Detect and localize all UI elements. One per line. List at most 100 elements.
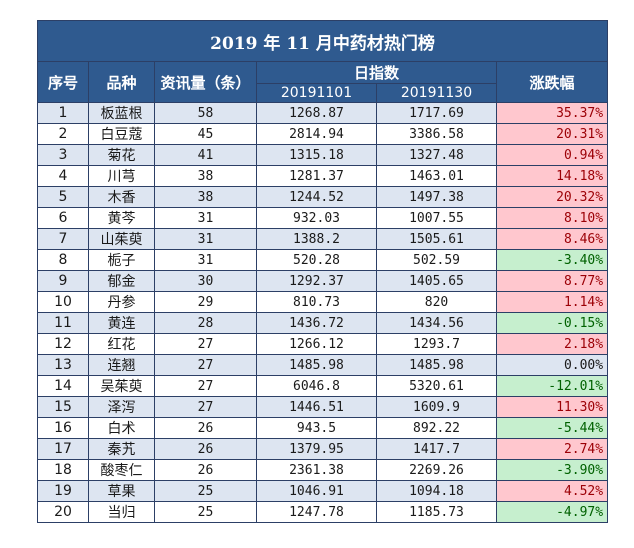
change-cell: 14.18% (495, 165, 609, 187)
index-20191101-cell: 520.28 (256, 249, 377, 271)
news-count-cell: 38 (154, 186, 257, 208)
news-count-cell: 28 (154, 312, 257, 334)
header-date2: 20191130 (376, 83, 497, 103)
table-row: 8 栀子 31 520.28 502.59 -3.40% (37, 249, 609, 271)
index-20191130-cell: 892.22 (376, 417, 497, 439)
news-count-cell: 41 (154, 144, 257, 166)
index-20191130-cell: 1463.01 (376, 165, 497, 187)
index-20191101-cell: 1046.91 (256, 480, 377, 502)
rank-cell: 17 (37, 438, 89, 460)
index-20191101-cell: 1281.37 (256, 165, 377, 187)
name-cell: 白豆蔻 (88, 123, 155, 145)
rank-cell: 14 (37, 375, 89, 397)
table-row: 4 川芎 38 1281.37 1463.01 14.18% (37, 165, 609, 187)
index-20191130-cell: 1417.7 (376, 438, 497, 460)
news-count-cell: 27 (154, 375, 257, 397)
news-count-cell: 25 (154, 480, 257, 502)
change-cell: 2.18% (495, 333, 609, 355)
rank-cell: 18 (37, 459, 89, 481)
news-count-cell: 25 (154, 501, 257, 523)
index-20191130-cell: 1609.9 (376, 396, 497, 418)
rank-cell: 3 (37, 144, 89, 166)
news-count-cell: 27 (154, 396, 257, 418)
table-row: 9 郁金 30 1292.37 1405.65 8.77% (37, 270, 609, 292)
rank-cell: 11 (37, 312, 89, 334)
change-cell: 11.30% (495, 396, 609, 418)
table-body: 1 板蓝根 58 1268.87 1717.69 35.37% 2 白豆蔻 45 2814.94 3… (37, 102, 609, 523)
change-cell: 4.52% (495, 480, 609, 502)
index-20191101-cell: 1315.18 (256, 144, 377, 166)
name-cell: 草果 (88, 480, 155, 502)
header-news: 资讯量（条） (154, 61, 257, 103)
table-row: 17 秦艽 26 1379.95 1417.7 2.74% (37, 438, 609, 460)
rank-cell: 20 (37, 501, 89, 523)
change-cell: -3.90% (495, 459, 609, 481)
name-cell: 黄连 (88, 312, 155, 334)
news-count-cell: 31 (154, 228, 257, 250)
header-rank: 序号 (37, 61, 89, 103)
change-cell: 2.74% (495, 438, 609, 460)
change-cell: 0.00% (495, 354, 609, 376)
index-20191101-cell: 1446.51 (256, 396, 377, 418)
index-20191101-cell: 1485.98 (256, 354, 377, 376)
news-count-cell: 26 (154, 417, 257, 439)
name-cell: 黄芩 (88, 207, 155, 229)
change-cell: -12.01% (495, 375, 609, 397)
rank-cell: 9 (37, 270, 89, 292)
index-20191130-cell: 3386.58 (376, 123, 497, 145)
index-20191130-cell: 1185.73 (376, 501, 497, 523)
table-row: 12 红花 27 1266.12 1293.7 2.18% (37, 333, 609, 355)
name-cell: 连翘 (88, 354, 155, 376)
change-cell: 1.14% (495, 291, 609, 313)
change-cell: 8.77% (495, 270, 609, 292)
name-cell: 菊花 (88, 144, 155, 166)
index-20191101-cell: 1379.95 (256, 438, 377, 460)
name-cell: 川芎 (88, 165, 155, 187)
index-20191101-cell: 1247.78 (256, 501, 377, 523)
table-row: 20 当归 25 1247.78 1185.73 -4.97% (37, 501, 609, 523)
change-cell: 20.31% (495, 123, 609, 145)
rank-cell: 10 (37, 291, 89, 313)
table-row: 18 酸枣仁 26 2361.38 2269.26 -3.90% (37, 459, 609, 481)
index-20191130-cell: 1293.7 (376, 333, 497, 355)
header-change: 涨跌幅 (495, 61, 609, 103)
index-20191130-cell: 820 (376, 291, 497, 313)
index-20191101-cell: 1268.87 (256, 102, 377, 124)
name-cell: 红花 (88, 333, 155, 355)
change-cell: 0.94% (495, 144, 609, 166)
name-cell: 酸枣仁 (88, 459, 155, 481)
index-20191101-cell: 1244.52 (256, 186, 377, 208)
table-row: 1 板蓝根 58 1268.87 1717.69 35.37% (37, 102, 609, 124)
table-row: 15 泽泻 27 1446.51 1609.9 11.30% (37, 396, 609, 418)
news-count-cell: 31 (154, 249, 257, 271)
rank-cell: 13 (37, 354, 89, 376)
change-cell: 20.32% (495, 186, 609, 208)
name-cell: 秦艽 (88, 438, 155, 460)
index-20191101-cell: 1388.2 (256, 228, 377, 250)
header-index: 日指数 (256, 61, 497, 84)
ranking-table-container: 2019 年 11 月中药材热门榜 序号 品种 资讯量（条） 日指数 涨跌幅 2… (36, 20, 609, 539)
news-count-cell: 26 (154, 438, 257, 460)
name-cell: 木香 (88, 186, 155, 208)
name-cell: 板蓝根 (88, 102, 155, 124)
table-row: 16 白术 26 943.5 892.22 -5.44% (37, 417, 609, 439)
index-20191101-cell: 810.73 (256, 291, 377, 313)
index-20191130-cell: 1327.48 (376, 144, 497, 166)
name-cell: 泽泻 (88, 396, 155, 418)
table-row: 7 山茱萸 31 1388.2 1505.61 8.46% (37, 228, 609, 250)
index-20191101-cell: 1266.12 (256, 333, 377, 355)
herb-ranking-table: 2019 年 11 月中药材热门榜 序号 品种 资讯量（条） 日指数 涨跌幅 2… (36, 20, 609, 523)
news-count-cell: 26 (154, 459, 257, 481)
change-cell: 35.37% (495, 102, 609, 124)
rank-cell: 1 (37, 102, 89, 124)
name-cell: 丹参 (88, 291, 155, 313)
news-count-cell: 29 (154, 291, 257, 313)
index-20191130-cell: 1485.98 (376, 354, 497, 376)
change-cell: 8.46% (495, 228, 609, 250)
rank-cell: 2 (37, 123, 89, 145)
table-row: 14 吴茱萸 27 6046.8 5320.61 -12.01% (37, 375, 609, 397)
rank-cell: 8 (37, 249, 89, 271)
index-20191101-cell: 943.5 (256, 417, 377, 439)
table-row: 10 丹参 29 810.73 820 1.14% (37, 291, 609, 313)
rank-cell: 6 (37, 207, 89, 229)
